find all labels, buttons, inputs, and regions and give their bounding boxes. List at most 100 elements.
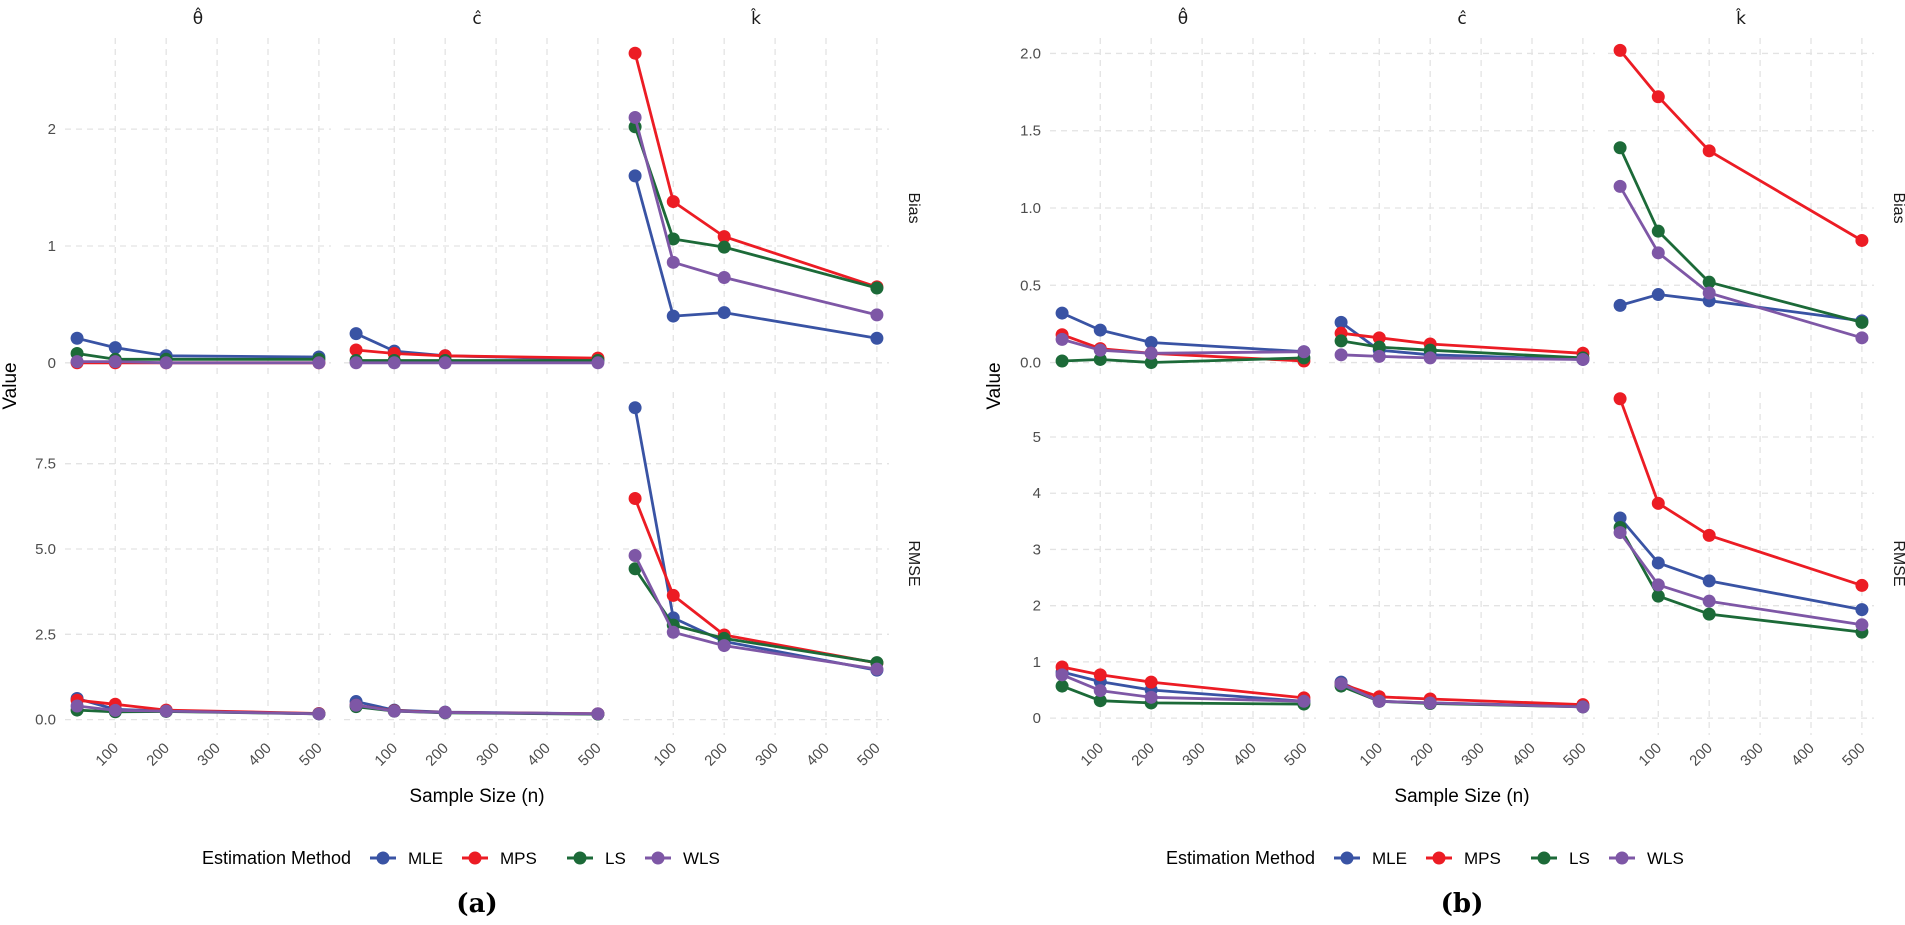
data-point-mle bbox=[1093, 323, 1107, 337]
series-line-mps bbox=[1340, 331, 1583, 355]
x-tick-label: 400 bbox=[524, 740, 554, 770]
y-tick-label: 1 bbox=[48, 238, 56, 255]
series-line-mps bbox=[1618, 398, 1863, 587]
y-tick-label: 0.5 bbox=[1020, 277, 1041, 294]
x-axis-title: Sample Size (n) bbox=[1394, 786, 1529, 807]
data-point-mps bbox=[1613, 43, 1627, 57]
data-point-wls bbox=[1372, 694, 1386, 708]
data-point-wls bbox=[349, 356, 363, 370]
data-point-mps bbox=[1372, 331, 1386, 345]
column-strip-label: k̂ bbox=[751, 8, 761, 29]
facet-panel bbox=[623, 392, 889, 735]
series-line-ls bbox=[633, 126, 878, 290]
series-line-ls bbox=[1061, 684, 1304, 706]
data-point-mps bbox=[1651, 90, 1665, 104]
data-point-mps bbox=[1702, 144, 1716, 158]
legend-label: WLS bbox=[683, 849, 720, 868]
series-line-mle bbox=[633, 407, 878, 672]
data-point-wls bbox=[349, 698, 363, 712]
y-axis-title: Value bbox=[984, 362, 1005, 409]
column-strip-label: k̂ bbox=[1736, 8, 1746, 29]
series-line-mle bbox=[1619, 517, 1863, 611]
legend-item-mps: MPS bbox=[1426, 849, 1501, 868]
x-tick-label: 300 bbox=[752, 740, 782, 770]
data-point-mps bbox=[1702, 528, 1716, 542]
data-point-mle bbox=[1144, 335, 1158, 349]
data-point-ls bbox=[1702, 275, 1716, 289]
y-tick-label: 0 bbox=[1033, 710, 1041, 727]
data-point-mle bbox=[1334, 315, 1348, 329]
x-tick-label: 100 bbox=[1356, 740, 1386, 770]
legend-label: WLS bbox=[1647, 849, 1684, 868]
data-point-ls bbox=[1651, 589, 1665, 603]
facet-panel bbox=[65, 392, 331, 735]
data-point-ls bbox=[1055, 679, 1069, 693]
x-tick-label: 400 bbox=[1230, 740, 1260, 770]
series-line-mle bbox=[1061, 311, 1304, 354]
legend-key-point bbox=[1340, 851, 1354, 865]
facet-panel bbox=[1050, 392, 1316, 735]
data-point-wls bbox=[628, 110, 642, 124]
legend-key-point bbox=[1615, 851, 1629, 865]
series-line-wls bbox=[1061, 673, 1304, 703]
x-tick-label: 200 bbox=[422, 740, 452, 770]
data-point-wls bbox=[1423, 351, 1437, 365]
legend-label: MLE bbox=[1372, 849, 1407, 868]
series-line-ls bbox=[1062, 356, 1304, 364]
data-point-mps bbox=[628, 491, 642, 505]
legend-key-point bbox=[1432, 851, 1446, 865]
data-point-wls bbox=[438, 705, 452, 719]
y-tick-label: 5 bbox=[1033, 429, 1041, 446]
series-line-mps bbox=[1061, 665, 1305, 700]
data-point-wls bbox=[438, 356, 452, 370]
x-tick-label: 100 bbox=[371, 740, 401, 770]
y-tick-label: 0 bbox=[48, 355, 56, 372]
data-point-wls bbox=[108, 703, 122, 717]
data-point-ls bbox=[1144, 356, 1158, 370]
data-point-wls bbox=[870, 662, 884, 676]
series-line-mps bbox=[633, 497, 878, 665]
series-line-wls bbox=[1340, 682, 1583, 709]
x-tick-label: 500 bbox=[1560, 740, 1590, 770]
data-point-wls bbox=[591, 707, 605, 721]
data-point-wls bbox=[1144, 690, 1158, 704]
facet-panel bbox=[1608, 392, 1874, 735]
data-point-mle bbox=[1055, 306, 1069, 320]
data-point-wls bbox=[312, 707, 326, 721]
x-tick-label: 200 bbox=[701, 740, 731, 770]
x-tick-label: 200 bbox=[1407, 740, 1437, 770]
facet-panel bbox=[65, 38, 331, 378]
facet-panel bbox=[1050, 38, 1316, 378]
data-point-ls bbox=[1334, 334, 1348, 348]
data-point-mle bbox=[349, 327, 363, 341]
column-strip-label: ĉ bbox=[1457, 9, 1466, 29]
legend-item-wls: WLS bbox=[1609, 849, 1684, 868]
data-point-ls bbox=[717, 240, 731, 254]
data-point-wls bbox=[1144, 346, 1158, 360]
y-tick-label: 7.5 bbox=[35, 456, 56, 473]
facet-figure: 0 1 2 θ̂ ĉ k̂ Bias 0.0 2.5 5.0 7.5 100 200 300 400 500 1… bbox=[0, 6, 922, 919]
x-tick-label: 200 bbox=[1128, 740, 1158, 770]
legend-item-ls: LS bbox=[1531, 849, 1590, 868]
data-point-mps bbox=[1144, 675, 1158, 689]
data-point-mle bbox=[628, 401, 642, 415]
series-line-mps bbox=[1340, 682, 1583, 706]
data-point-wls bbox=[1334, 677, 1348, 691]
x-tick-label: 100 bbox=[1635, 740, 1665, 770]
data-point-ls bbox=[1093, 694, 1107, 708]
y-tick-label: 2.5 bbox=[35, 626, 56, 643]
series-line-wls bbox=[1618, 185, 1863, 340]
data-point-wls bbox=[1702, 286, 1716, 300]
series-line-ls bbox=[1618, 147, 1863, 324]
data-point-wls bbox=[1423, 696, 1437, 710]
x-tick-label: 300 bbox=[194, 740, 224, 770]
y-tick-label: 2.0 bbox=[1020, 45, 1041, 62]
data-point-ls bbox=[1093, 352, 1107, 366]
series-line-wls bbox=[77, 360, 319, 365]
data-point-wls bbox=[1093, 343, 1107, 357]
legend-item-mle: MLE bbox=[370, 849, 443, 868]
data-point-wls bbox=[1055, 668, 1069, 682]
data-point-wls bbox=[666, 625, 680, 639]
legend-label: LS bbox=[1569, 849, 1590, 868]
legend-key-point bbox=[468, 851, 482, 865]
